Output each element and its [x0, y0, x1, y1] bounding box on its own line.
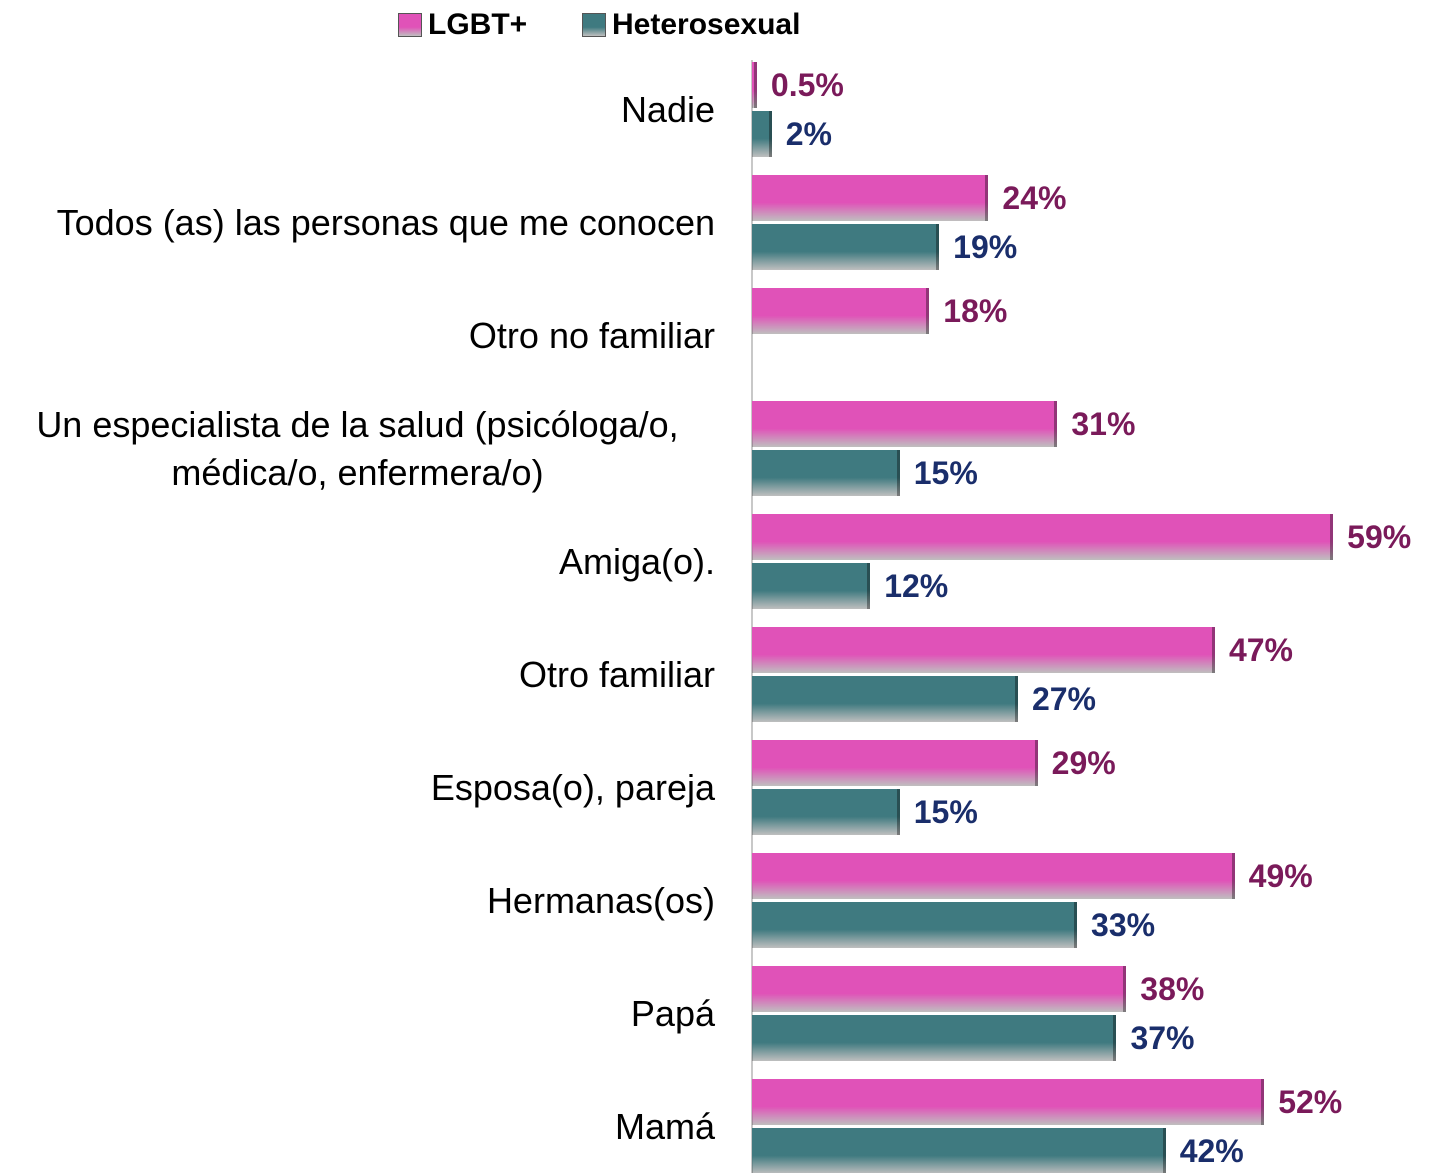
bar [752, 450, 900, 496]
bar [752, 740, 1038, 786]
category-text: Nadie [620, 89, 715, 130]
value-label: 59% [1347, 519, 1412, 555]
bar [752, 853, 1235, 899]
axis-line [751, 60, 753, 1173]
category-label: Mamá [0, 1067, 715, 1173]
bar [752, 224, 940, 270]
category-text: Esposa(o), pareja [430, 767, 715, 808]
category-text: Otro no familiar [468, 315, 715, 356]
value-label: 29% [1051, 745, 1116, 781]
value-label: 33% [1091, 907, 1156, 943]
category-text: Papá [630, 993, 715, 1034]
value-label: 49% [1248, 858, 1313, 894]
bar [752, 902, 1078, 948]
value-label: 19% [953, 229, 1018, 265]
bar [752, 111, 772, 157]
value-label: 12% [884, 568, 949, 604]
category-text: Mamá [614, 1106, 715, 1147]
category-text: Otro familiar [518, 654, 715, 695]
value-label: 27% [1031, 681, 1096, 717]
category-text: Todos (as) las personas que me conocen [56, 202, 715, 243]
category-text: Amiga(o). [558, 541, 715, 582]
bar [752, 1015, 1117, 1061]
category-label: Amiga(o). [0, 502, 715, 622]
category-label: Hermanas(os) [0, 841, 715, 961]
category-label: Un especialista de la salud (psicóloga/o… [0, 389, 715, 509]
legend-swatch [398, 13, 422, 37]
value-label: 0.5% [770, 67, 844, 103]
category-text: Hermanas(os) [486, 880, 715, 921]
bar [752, 966, 1127, 1012]
value-label: 18% [943, 293, 1008, 329]
category-label: Esposa(o), pareja [0, 728, 715, 848]
value-label: 52% [1278, 1084, 1343, 1120]
bar [752, 288, 930, 334]
bar [752, 676, 1018, 722]
category-label: Otro familiar [0, 615, 715, 735]
value-label: 24% [1002, 180, 1067, 216]
value-label: 15% [913, 455, 978, 491]
value-label: 37% [1130, 1020, 1195, 1056]
bar [752, 401, 1058, 447]
bar [752, 1079, 1265, 1125]
value-label: 47% [1228, 632, 1293, 668]
legend-item: Heterosexual [582, 8, 800, 42]
category-label: Otro no familiar [0, 276, 715, 396]
bar [752, 627, 1215, 673]
value-label: 31% [1071, 406, 1136, 442]
legend-item: LGBT+ [398, 8, 527, 42]
value-label: 2% [785, 116, 832, 152]
legend-swatch [582, 13, 606, 37]
value-label: 38% [1140, 971, 1205, 1007]
value-label: 15% [913, 794, 978, 830]
bar [752, 62, 757, 108]
legend-label: LGBT+ [428, 8, 528, 41]
category-label: Papá [0, 954, 715, 1074]
bar [752, 563, 871, 609]
value-label: 42% [1179, 1133, 1244, 1169]
legend-label: Heterosexual [612, 8, 801, 41]
bar [752, 1128, 1166, 1173]
category-text: Un especialista de la salud (psicóloga/o… [36, 404, 679, 493]
bar [752, 175, 989, 221]
bar [752, 789, 900, 835]
category-label: Todos (as) las personas que me conocen [0, 163, 715, 283]
category-label: Nadie [0, 50, 715, 170]
bar [752, 514, 1334, 560]
